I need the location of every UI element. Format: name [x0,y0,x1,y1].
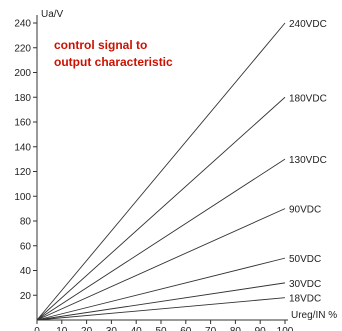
series-lines [36,22,286,321]
series-line [36,282,286,321]
series-label: 130VDC [289,155,327,166]
series-label: 18VDC [289,294,321,305]
x-tick-label: 90 [255,326,267,331]
x-tick-label: 80 [230,326,242,331]
y-tick-label: 220 [14,43,31,54]
y-tick-label: 200 [14,68,31,79]
y-tick-label: 80 [20,217,32,228]
chart-title-line-1: control signal to [54,38,147,52]
series-label: 240VDC [289,19,327,30]
series-line [36,257,286,321]
y-tick-label: 180 [14,93,31,104]
axes [36,15,288,321]
series-line [36,297,286,321]
y-tick-label: 100 [14,192,31,203]
chart-title-line-2: output characteristic [54,55,173,69]
series-label: 180VDC [289,93,327,104]
x-axis-title: Ureg/IN % [291,310,337,321]
x-tick-label: 30 [106,326,118,331]
y-tick-label: 60 [20,241,32,252]
y-tick-label: 40 [20,266,32,277]
y-axis-title: Ua/V [41,9,64,20]
x-tick-label: 60 [180,326,192,331]
x-tick-label: 40 [131,326,143,331]
series-line [36,208,286,321]
x-tick-label: 100 [277,326,294,331]
y-ticks: 20 40 60 80 100 120 140 160 180 200 220 240 [14,19,37,302]
x-tick-label: 70 [205,326,217,331]
series-line [36,22,286,321]
x-tick-label: 20 [81,326,93,331]
series-label: 90VDC [289,205,321,216]
x-tick-label: 50 [155,326,167,331]
series-line [36,96,286,321]
x-ticks: 0 10 20 30 40 50 60 70 80 90 100 [34,320,294,331]
series-labels: 240VDC 180VDC 130VDC 90VDC 50VDC 30VDC 18VDC [289,19,327,305]
y-tick-label: 120 [14,167,31,178]
y-tick-label: 240 [14,19,31,30]
series-line [36,158,286,321]
y-tick-label: 160 [14,118,31,129]
y-tick-label: 140 [14,142,31,153]
x-tick-label: 0 [34,326,40,331]
x-tick-label: 10 [56,326,68,331]
series-label: 50VDC [289,254,321,265]
y-tick-label: 20 [20,291,32,302]
series-label: 30VDC [289,279,321,290]
